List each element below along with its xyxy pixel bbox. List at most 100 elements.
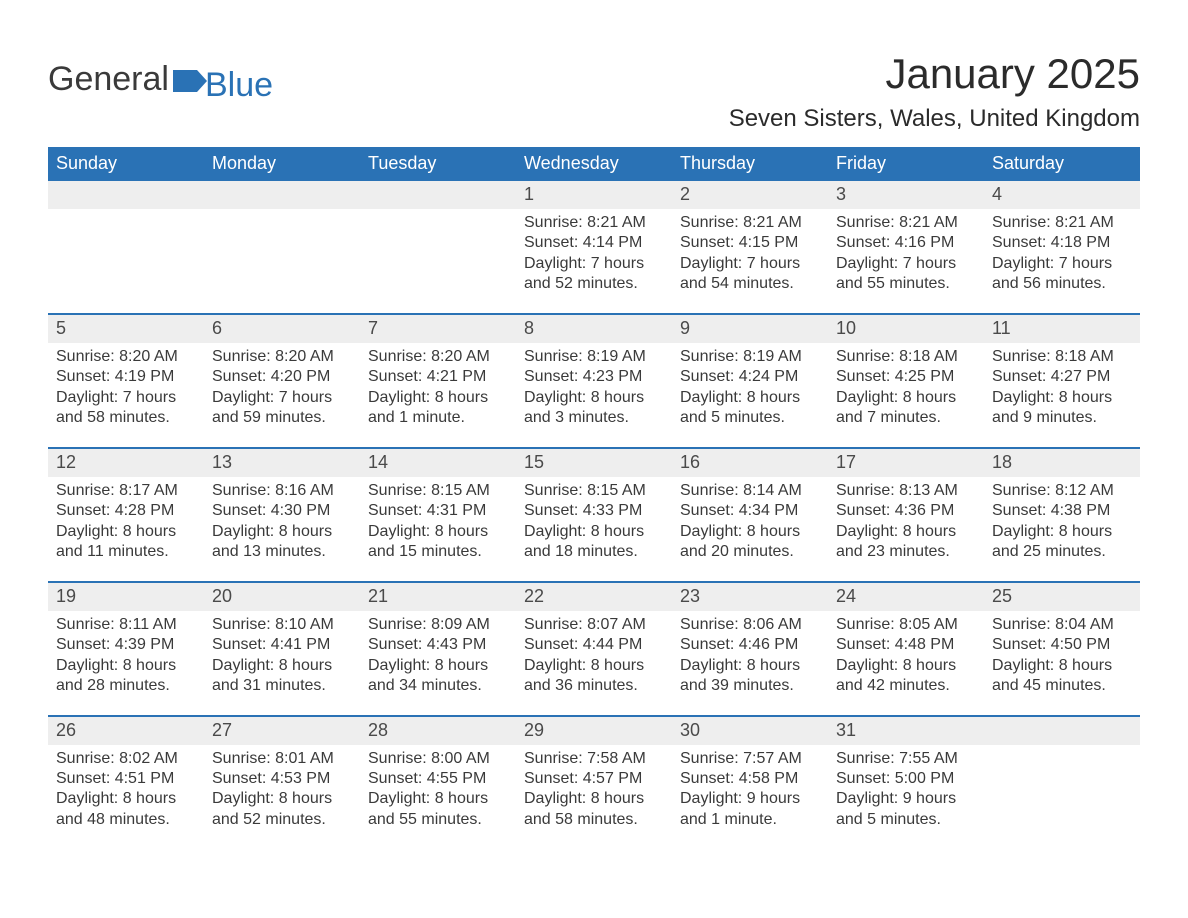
day-number: 21 [360,583,516,611]
day-number: 25 [984,583,1140,611]
weekday-header-cell: Sunday [48,147,204,181]
day-cell: 2 Sunrise: 8:21 AMSunset: 4:15 PMDaylight… [672,181,828,305]
day-content: Sunrise: 8:09 AMSunset: 4:43 PMDaylight:… [368,611,508,697]
day-content: Sunrise: 8:05 AMSunset: 4:48 PMDaylight:… [836,611,976,697]
sunset-line: Sunset: 4:58 PM [680,769,820,789]
day-number: 7 [360,315,516,343]
sunset-line: Sunset: 4:33 PM [524,501,664,521]
sunset-line: Sunset: 4:23 PM [524,367,664,387]
day-content: Sunrise: 8:20 AMSunset: 4:21 PMDaylight:… [368,343,508,429]
daylight-line: Daylight: 8 hours and 39 minutes. [680,656,820,697]
sunset-line: Sunset: 4:36 PM [836,501,976,521]
week-row: 26Sunrise: 8:02 AMSunset: 4:51 PMDayligh… [48,715,1140,841]
day-cell: 30Sunrise: 7:57 AMSunset: 4:58 PMDayligh… [672,717,828,841]
day-cell-empty [204,181,360,305]
day-content: Sunrise: 8:18 AMSunset: 4:25 PMDaylight:… [836,343,976,429]
week-row: 5Sunrise: 8:20 AMSunset: 4:19 PMDaylight… [48,313,1140,439]
day-number: 16 [672,449,828,477]
weekday-header-row: SundayMondayTuesdayWednesdayThursdayFrid… [48,147,1140,181]
weekday-header-cell: Wednesday [516,147,672,181]
day-content: Sunrise: 8:00 AMSunset: 4:55 PMDaylight:… [368,745,508,831]
daylight-line: Daylight: 8 hours and 11 minutes. [56,522,196,563]
sunset-line: Sunset: 4:25 PM [836,367,976,387]
sunrise-line: Sunrise: 8:21 AM [680,213,820,233]
sunrise-line: Sunrise: 8:00 AM [368,749,508,769]
day-cell: 25Sunrise: 8:04 AMSunset: 4:50 PMDayligh… [984,583,1140,707]
daylight-line: Daylight: 8 hours and 9 minutes. [992,388,1132,429]
day-content: Sunrise: 7:55 AMSunset: 5:00 PMDaylight:… [836,745,976,831]
daylight-line: Daylight: 7 hours and 54 minutes. [680,254,820,295]
day-number [984,717,1140,745]
sunset-line: Sunset: 4:44 PM [524,635,664,655]
week-row: 1Sunrise: 8:21 AMSunset: 4:14 PMDaylight… [48,181,1140,305]
sunset-line: Sunset: 4:14 PM [524,233,664,253]
day-number: 22 [516,583,672,611]
day-content: Sunrise: 8:14 AMSunset: 4:34 PMDaylight:… [680,477,820,563]
day-content: Sunrise: 8:21 AMSunset: 4:14 PMDaylight:… [524,209,664,295]
daylight-line: Daylight: 7 hours and 59 minutes. [212,388,352,429]
day-number: 1 [516,181,672,209]
sunrise-line: Sunrise: 8:20 AM [368,347,508,367]
day-content: Sunrise: 8:15 AMSunset: 4:33 PMDaylight:… [524,477,664,563]
sunrise-line: Sunrise: 8:19 AM [680,347,820,367]
daylight-line: Daylight: 7 hours and 52 minutes. [524,254,664,295]
day-content: Sunrise: 8:04 AMSunset: 4:50 PMDaylight:… [992,611,1132,697]
day-cell: 23Sunrise: 8:06 AMSunset: 4:46 PMDayligh… [672,583,828,707]
sunset-line: Sunset: 4:55 PM [368,769,508,789]
day-number: 5 [48,315,204,343]
sunset-line: Sunset: 4:41 PM [212,635,352,655]
day-cell-empty [48,181,204,305]
sunrise-line: Sunrise: 7:55 AM [836,749,976,769]
sunrise-line: Sunrise: 8:21 AM [992,213,1132,233]
day-cell: 22Sunrise: 8:07 AMSunset: 4:44 PMDayligh… [516,583,672,707]
day-content: Sunrise: 8:20 AMSunset: 4:20 PMDaylight:… [212,343,352,429]
day-cell: 12Sunrise: 8:17 AMSunset: 4:28 PMDayligh… [48,449,204,573]
day-cell: 19Sunrise: 8:11 AMSunset: 4:39 PMDayligh… [48,583,204,707]
day-number: 12 [48,449,204,477]
day-number: 4 [984,181,1140,209]
sunset-line: Sunset: 4:15 PM [680,233,820,253]
day-cell: 14Sunrise: 8:15 AMSunset: 4:31 PMDayligh… [360,449,516,573]
day-number [48,181,204,209]
sunrise-line: Sunrise: 8:19 AM [524,347,664,367]
day-number: 8 [516,315,672,343]
day-cell: 6Sunrise: 8:20 AMSunset: 4:20 PMDaylight… [204,315,360,439]
weekday-header-cell: Friday [828,147,984,181]
logo-text-blue: Blue [205,66,273,105]
sunset-line: Sunset: 4:20 PM [212,367,352,387]
day-content: Sunrise: 8:15 AMSunset: 4:31 PMDaylight:… [368,477,508,563]
day-cell: 8Sunrise: 8:19 AMSunset: 4:23 PMDaylight… [516,315,672,439]
weekday-header-cell: Thursday [672,147,828,181]
sunrise-line: Sunrise: 8:15 AM [368,481,508,501]
sunrise-line: Sunrise: 8:11 AM [56,615,196,635]
sunrise-line: Sunrise: 7:57 AM [680,749,820,769]
day-cell: 5Sunrise: 8:20 AMSunset: 4:19 PMDaylight… [48,315,204,439]
weekday-header-cell: Saturday [984,147,1140,181]
day-content: Sunrise: 8:17 AMSunset: 4:28 PMDaylight:… [56,477,196,563]
day-cell: 24Sunrise: 8:05 AMSunset: 4:48 PMDayligh… [828,583,984,707]
daylight-line: Daylight: 8 hours and 25 minutes. [992,522,1132,563]
day-number: 29 [516,717,672,745]
daylight-line: Daylight: 8 hours and 48 minutes. [56,789,196,830]
day-cell: 26Sunrise: 8:02 AMSunset: 4:51 PMDayligh… [48,717,204,841]
sunset-line: Sunset: 4:46 PM [680,635,820,655]
sunrise-line: Sunrise: 8:17 AM [56,481,196,501]
sunset-line: Sunset: 4:43 PM [368,635,508,655]
day-content: Sunrise: 7:57 AMSunset: 4:58 PMDaylight:… [680,745,820,831]
sunrise-line: Sunrise: 8:20 AM [56,347,196,367]
sunset-line: Sunset: 4:28 PM [56,501,196,521]
page-title: January 2025 [885,50,1140,98]
day-content: Sunrise: 8:20 AMSunset: 4:19 PMDaylight:… [56,343,196,429]
day-content: Sunrise: 8:10 AMSunset: 4:41 PMDaylight:… [212,611,352,697]
day-number: 2 [672,181,828,209]
day-cell-empty [360,181,516,305]
day-cell: 16Sunrise: 8:14 AMSunset: 4:34 PMDayligh… [672,449,828,573]
day-content: Sunrise: 8:18 AMSunset: 4:27 PMDaylight:… [992,343,1132,429]
day-content: Sunrise: 7:58 AMSunset: 4:57 PMDaylight:… [524,745,664,831]
day-cell: 3Sunrise: 8:21 AMSunset: 4:16 PMDaylight… [828,181,984,305]
week-row: 19Sunrise: 8:11 AMSunset: 4:39 PMDayligh… [48,581,1140,707]
daylight-line: Daylight: 8 hours and 20 minutes. [680,522,820,563]
sunset-line: Sunset: 4:19 PM [56,367,196,387]
day-number: 31 [828,717,984,745]
daylight-line: Daylight: 8 hours and 5 minutes. [680,388,820,429]
